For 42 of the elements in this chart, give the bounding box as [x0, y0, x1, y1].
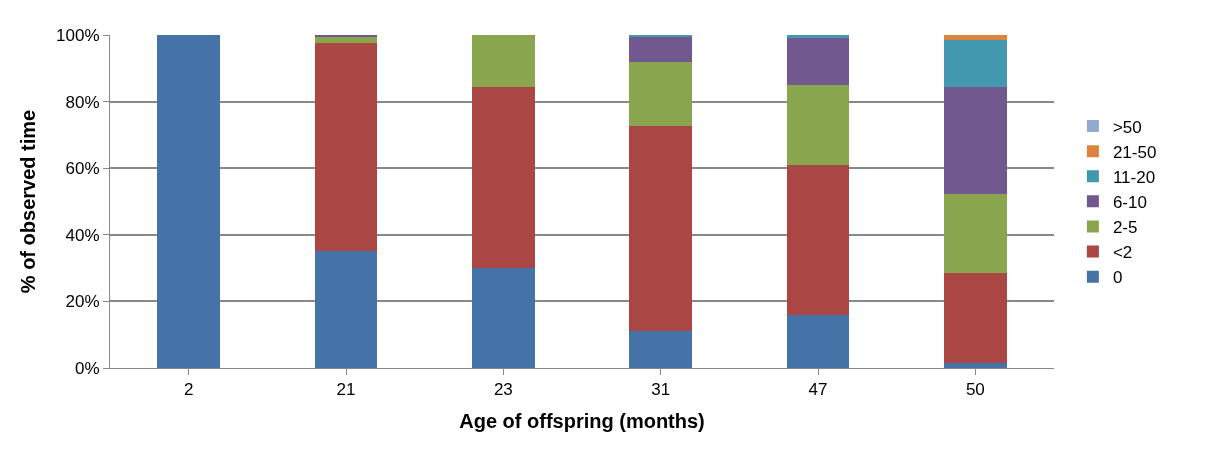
bar [943, 273, 1007, 363]
bar [157, 35, 221, 368]
bar [471, 35, 535, 87]
y-tick-label: 100% [56, 25, 100, 45]
bar [629, 61, 693, 126]
legend-label: >50 [1112, 117, 1142, 137]
bar [786, 314, 850, 368]
bar [943, 86, 1007, 194]
legend-label: 6-10 [1112, 192, 1147, 212]
bar [471, 86, 535, 269]
x-tick-label: 47 [808, 380, 828, 400]
bar [943, 193, 1007, 274]
x-tick-label: 23 [493, 380, 513, 400]
legend-label: 2-5 [1112, 218, 1138, 238]
bar [314, 36, 378, 43]
legend-label: <2 [1112, 243, 1133, 263]
y-axis-title: % of observed time [16, 109, 39, 294]
bar [786, 164, 850, 315]
bar [314, 251, 378, 368]
y-tick-label: 40% [65, 225, 100, 245]
x-tick-label: 2 [183, 380, 194, 400]
bar [629, 125, 693, 332]
bar [629, 331, 693, 368]
x-tick-label: 21 [336, 380, 356, 400]
legend-label: 11-20 [1112, 167, 1156, 187]
legend-label: 0 [1112, 268, 1123, 288]
x-tick-label: 50 [965, 380, 985, 400]
x-tick-label: 31 [651, 380, 671, 400]
bar [629, 37, 693, 62]
bar [786, 85, 850, 165]
bar [786, 38, 850, 86]
y-tick-label: 60% [65, 159, 100, 179]
y-tick-label: 20% [65, 292, 100, 312]
bar [943, 362, 1007, 368]
bar [471, 268, 535, 368]
y-tick-label: 0% [75, 358, 100, 378]
bar [943, 35, 1007, 40]
legend-label: 21-50 [1112, 142, 1157, 162]
bar [314, 42, 378, 252]
x-axis-title: Age of offspring (months) [459, 409, 705, 432]
y-tick-label: 80% [65, 92, 100, 112]
bar [943, 39, 1007, 87]
